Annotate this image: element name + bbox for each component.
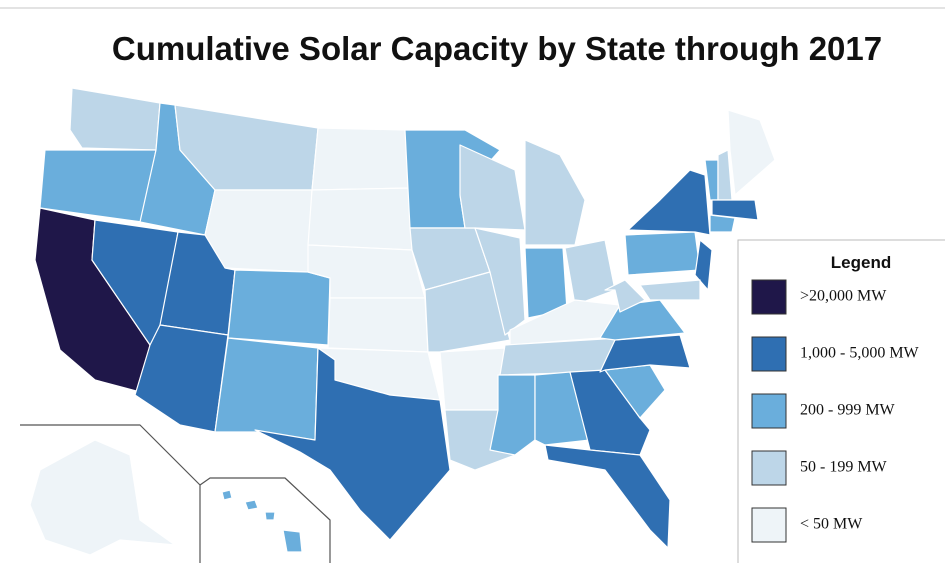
legend-label: 200 - 999 MW	[800, 402, 896, 419]
state	[69, 87, 161, 151]
state	[311, 127, 411, 191]
state	[264, 511, 276, 521]
state	[524, 139, 586, 246]
state	[639, 279, 701, 301]
state	[624, 231, 701, 276]
state	[694, 239, 713, 291]
legend-label: 50 - 199 MW	[800, 459, 888, 476]
legend-label: 1,000 - 5,000 MW	[800, 345, 920, 362]
legend-label: >20,000 MW	[800, 288, 887, 305]
state	[244, 499, 259, 511]
inset-border	[199, 477, 331, 563]
us-map	[20, 87, 776, 563]
legend-swatch	[751, 336, 787, 372]
state	[727, 109, 776, 196]
inset-border	[20, 424, 201, 563]
state	[604, 279, 646, 313]
legend-swatch	[751, 279, 787, 315]
legend-title: Legend	[831, 253, 891, 272]
state	[711, 199, 759, 221]
state	[254, 347, 451, 541]
state	[307, 187, 413, 251]
map-title: Cumulative Solar Capacity by State throu…	[112, 30, 882, 67]
state	[282, 529, 303, 553]
state	[439, 347, 506, 411]
state	[534, 371, 591, 446]
state	[221, 489, 233, 501]
legend-swatch	[751, 450, 787, 486]
state	[424, 271, 511, 353]
legend-label: < 50 MW	[800, 516, 863, 533]
legend-swatch	[751, 393, 787, 429]
state	[227, 269, 331, 346]
state	[204, 189, 313, 273]
state	[327, 297, 429, 353]
state	[214, 337, 319, 441]
state	[29, 439, 176, 556]
legend-swatch	[751, 507, 787, 543]
legend: Legend >20,000 MW 1,000 - 5,000 MW 200 - 9…	[737, 239, 945, 563]
state	[544, 444, 671, 549]
state	[709, 214, 736, 233]
state	[627, 169, 711, 236]
